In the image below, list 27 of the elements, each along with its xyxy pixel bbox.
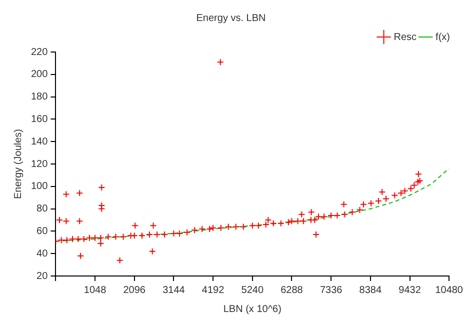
x-tick-label: 2096 [123, 284, 146, 296]
y-tick-label: 20 [36, 270, 48, 282]
y-tick-label: 120 [30, 158, 48, 170]
x-tick-label: 3144 [162, 284, 186, 296]
x-tick-label: 6288 [280, 284, 304, 296]
x-tick-label: 9432 [398, 284, 422, 296]
x-tick-label: 1048 [84, 284, 107, 296]
y-tick-label: 180 [30, 92, 48, 103]
x-tick-label: 8384 [359, 284, 382, 296]
legend-label: f(x) [436, 32, 450, 43]
y-tick-label: 80 [36, 204, 48, 215]
y-axis-title: Energy (Joules) [12, 128, 24, 200]
chart-title: Energy vs. LBN [196, 12, 266, 24]
x-tick-label: 4192 [202, 284, 225, 296]
y-tick-label: 60 [36, 226, 48, 237]
x-tick-label: 7336 [320, 284, 343, 296]
y-tick-label: 160 [30, 114, 48, 125]
y-tick-label: 200 [30, 69, 48, 80]
x-axis-title: LBN (x 10^6) [223, 304, 282, 315]
legend-label: Resc [394, 32, 417, 43]
x-tick-label: 5240 [241, 284, 264, 296]
x-tick-label: 10480 [435, 284, 464, 296]
y-tick-label: 220 [30, 46, 48, 58]
y-tick-label: 40 [36, 248, 48, 260]
y-tick-label: 140 [30, 136, 48, 148]
y-tick-label: 100 [30, 181, 48, 192]
line-series [56, 168, 450, 242]
